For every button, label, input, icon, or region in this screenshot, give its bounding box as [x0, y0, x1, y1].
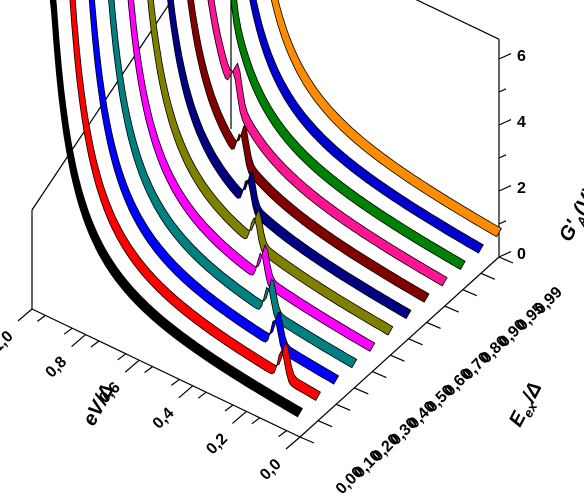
z-axis-label: G'A(V)	[555, 185, 584, 247]
x-axis-line	[31, 308, 301, 438]
x-tick	[124, 359, 140, 373]
x-tick	[71, 334, 86, 348]
x-tick-label: 1,0	[0, 328, 17, 356]
x-tick	[17, 308, 33, 322]
x-minor-tick	[117, 353, 127, 361]
left-top-line	[31, 0, 173, 211]
z-tick	[498, 220, 507, 225]
x-minor-tick	[90, 340, 100, 348]
y-tick	[390, 354, 405, 362]
series-ribbon-0-20	[88, 0, 340, 385]
back-top-line	[415, 0, 500, 40]
y-tick	[317, 420, 333, 428]
series-ribbon-0-60	[167, 0, 412, 320]
x-tick	[285, 436, 301, 450]
x-tick	[232, 410, 247, 424]
y-axis-label: Eex/Δ	[505, 379, 549, 432]
x-minor-tick	[197, 391, 207, 399]
z-tick	[498, 251, 512, 258]
x-minor-tick	[63, 327, 73, 335]
x-tick-label: 0,2	[203, 430, 231, 458]
x-tick-label: 0,0	[257, 456, 285, 484]
y-tick	[426, 321, 441, 330]
y-tick	[462, 289, 478, 297]
series-ribbon-0-00	[49, 0, 303, 418]
x-tick-label: 0,4	[150, 405, 178, 433]
z-tick-label: 0	[517, 246, 526, 263]
z-tick	[498, 119, 512, 126]
z-axis-label-sub: A	[573, 213, 584, 229]
y-tick	[299, 436, 315, 444]
y-tick	[354, 387, 369, 395]
z-tick-label: 4	[517, 114, 526, 131]
series-ribbon-0-30	[108, 0, 358, 369]
y-tick	[335, 403, 351, 411]
z-tick-label: 6	[517, 48, 526, 65]
series-ribbon-0-10	[69, 0, 321, 401]
x-minor-tick	[224, 404, 234, 412]
series-ribbon-0-80	[207, 0, 448, 287]
x-minor-tick	[278, 430, 287, 438]
series-ribbons	[49, 0, 502, 418]
series-ribbon-0-99	[270, 0, 502, 238]
series-ribbon-0-40	[127, 0, 376, 352]
x-minor-tick	[144, 366, 153, 374]
series-ribbon-0-95	[249, 0, 484, 254]
y-axis-line-front	[299, 256, 500, 438]
x-axis-label: eV/Δ	[79, 381, 119, 430]
series-ribbon-0-70	[187, 0, 430, 303]
z-tick	[498, 53, 512, 60]
z-tick-label: 2	[517, 180, 526, 197]
y-tick	[498, 256, 514, 264]
axis-ticks	[17, 53, 514, 450]
x-minor-tick	[37, 314, 46, 322]
x-tick-label: 0,8	[43, 353, 71, 381]
z-tick	[498, 185, 512, 192]
z-tick	[498, 154, 507, 159]
x-tick	[178, 385, 194, 399]
y-tick	[408, 338, 423, 346]
y-tick	[480, 272, 496, 280]
series-ribbon-0-50	[147, 0, 394, 336]
y-tick	[444, 305, 459, 313]
y-tick	[372, 370, 387, 379]
series-ribbon-0-90	[230, 0, 466, 270]
chart-frame	[31, 0, 500, 438]
z-tick	[498, 88, 507, 93]
y-axis-label-tail: /Δ	[518, 379, 547, 407]
x-minor-tick	[251, 417, 261, 425]
x-minor-tick	[171, 378, 180, 386]
